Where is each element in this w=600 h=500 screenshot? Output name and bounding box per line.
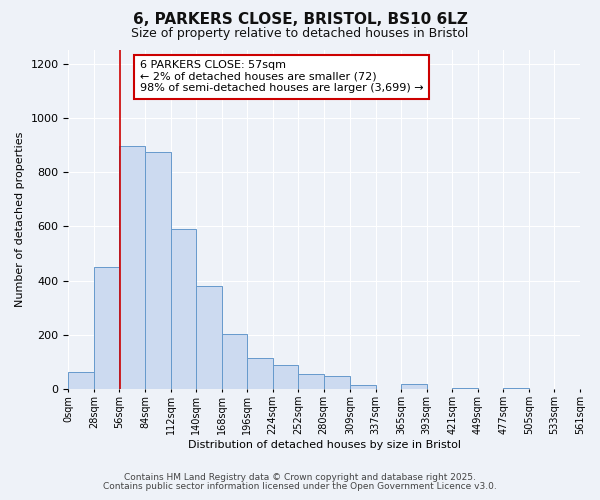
Bar <box>401 384 427 390</box>
Text: Contains public sector information licensed under the Open Government Licence v3: Contains public sector information licen… <box>103 482 497 491</box>
Bar <box>452 388 478 390</box>
Bar <box>298 374 324 390</box>
Bar <box>247 358 272 390</box>
Bar <box>324 376 350 390</box>
Text: 6 PARKERS CLOSE: 57sqm
← 2% of detached houses are smaller (72)
98% of semi-deta: 6 PARKERS CLOSE: 57sqm ← 2% of detached … <box>140 60 424 94</box>
Bar <box>94 267 119 390</box>
Text: Size of property relative to detached houses in Bristol: Size of property relative to detached ho… <box>131 28 469 40</box>
Bar <box>145 152 170 390</box>
Bar <box>221 334 247 390</box>
Bar <box>272 365 298 390</box>
X-axis label: Distribution of detached houses by size in Bristol: Distribution of detached houses by size … <box>188 440 461 450</box>
Bar <box>170 229 196 390</box>
Bar <box>350 386 376 390</box>
Bar <box>196 286 221 390</box>
Text: Contains HM Land Registry data © Crown copyright and database right 2025.: Contains HM Land Registry data © Crown c… <box>124 474 476 482</box>
Text: 6, PARKERS CLOSE, BRISTOL, BS10 6LZ: 6, PARKERS CLOSE, BRISTOL, BS10 6LZ <box>133 12 467 28</box>
Bar <box>68 372 94 390</box>
Y-axis label: Number of detached properties: Number of detached properties <box>15 132 25 308</box>
Bar <box>503 388 529 390</box>
Bar <box>119 146 145 390</box>
